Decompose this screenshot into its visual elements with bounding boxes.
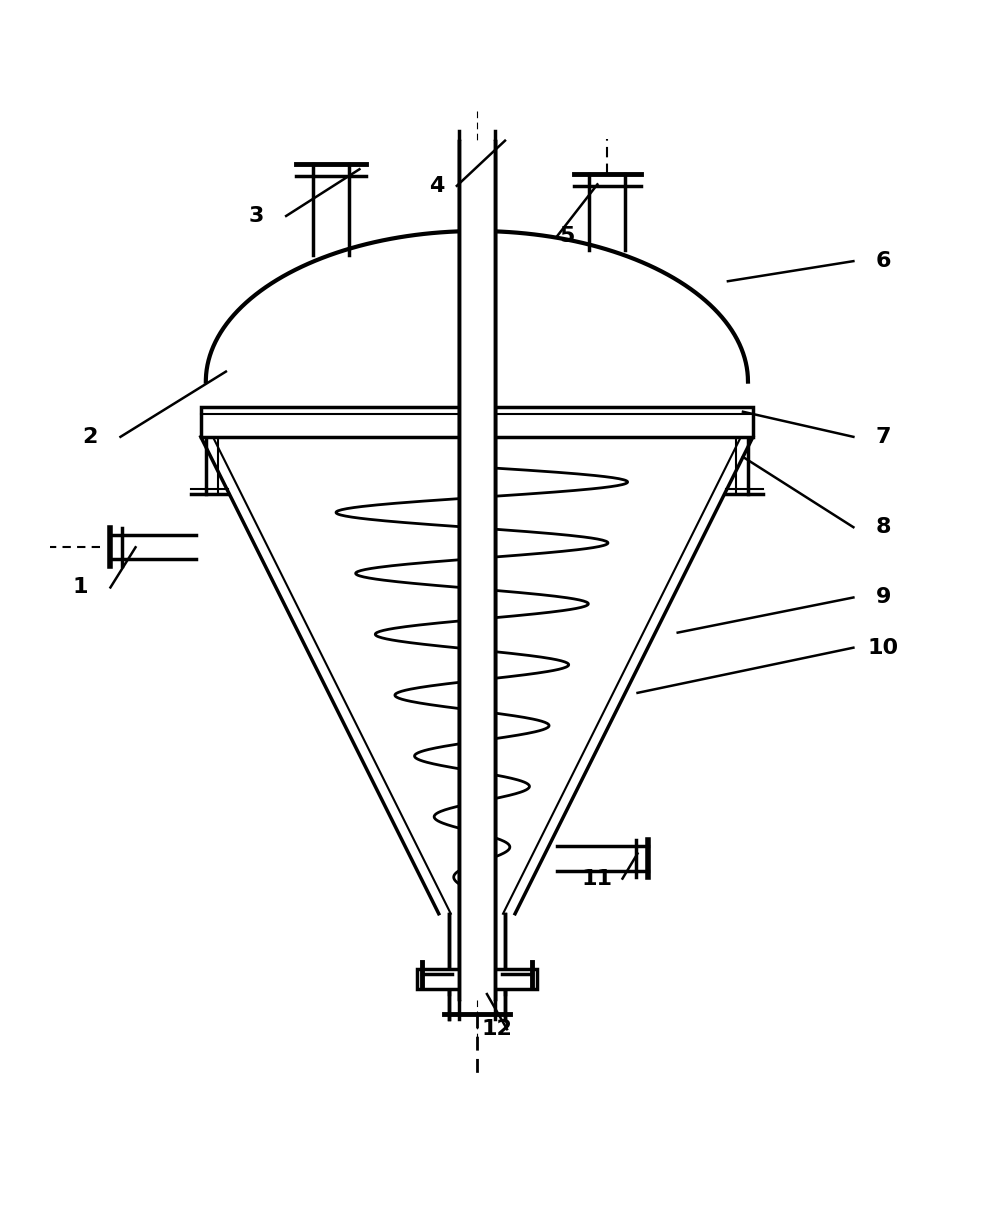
Text: 10: 10 [867,637,899,658]
Text: 4: 4 [428,176,444,196]
Text: 8: 8 [875,517,891,537]
Text: 12: 12 [481,1019,512,1039]
Bar [201,407,752,437]
Text: 9: 9 [875,588,891,607]
Text: 2: 2 [82,427,98,447]
Text: 1: 1 [72,577,88,598]
Text: 3: 3 [248,206,264,227]
Text: 5: 5 [559,227,575,246]
Text: 11: 11 [582,869,612,888]
Text: 7: 7 [875,427,891,447]
Bar [416,969,537,989]
Text: 6: 6 [875,251,891,271]
